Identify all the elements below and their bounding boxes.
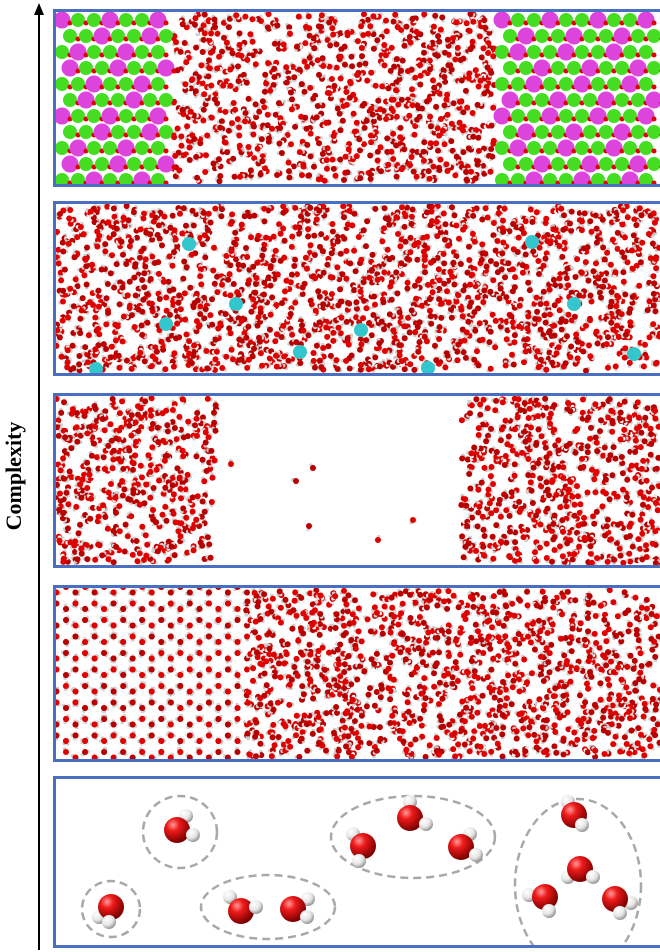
ionic-crystal-water-snapshot bbox=[56, 12, 660, 184]
ion bbox=[89, 362, 103, 373]
water-molecule bbox=[448, 827, 483, 862]
ion bbox=[627, 347, 641, 361]
axis-arrowhead bbox=[34, 3, 44, 15]
ion bbox=[567, 297, 581, 311]
panel-ice-liquid-interface bbox=[53, 585, 660, 762]
cluster-outline-monomer bbox=[80, 879, 142, 939]
water-molecule bbox=[346, 827, 376, 868]
aqueous-ion-solution-snapshot bbox=[56, 204, 660, 373]
panel-aqueous-ion-solution bbox=[53, 201, 660, 376]
cluster-outline-dimer bbox=[141, 794, 219, 870]
water-clusters-diagram bbox=[80, 794, 643, 945]
cluster-outline-trimer bbox=[329, 794, 497, 880]
cluster-outline-tetramer bbox=[513, 797, 643, 945]
liquid-vapor-snapshot bbox=[56, 396, 660, 565]
ice-liquid-snapshot bbox=[56, 588, 660, 759]
ionic-crystal-slab bbox=[56, 12, 177, 184]
water-molecule bbox=[397, 795, 433, 831]
water-molecule bbox=[223, 890, 263, 924]
water-molecule bbox=[164, 809, 200, 843]
water-molecule bbox=[602, 886, 638, 920]
ion bbox=[293, 345, 307, 359]
ion bbox=[354, 323, 368, 337]
ion bbox=[182, 237, 196, 251]
water-molecule bbox=[561, 856, 600, 884]
panel-liquid-vapor-interface bbox=[53, 393, 660, 568]
water-molecule bbox=[522, 884, 558, 918]
panel-water-clusters bbox=[53, 776, 660, 948]
axis-label: Complexity bbox=[1, 422, 26, 531]
ion bbox=[159, 317, 173, 331]
ion bbox=[229, 297, 243, 311]
ion bbox=[421, 361, 435, 373]
cluster-outline-dimer bbox=[199, 873, 337, 941]
ice-lattice bbox=[56, 588, 253, 759]
panel-ionic-crystal-water bbox=[53, 9, 660, 187]
water-molecule bbox=[561, 795, 589, 832]
water-molecule bbox=[280, 892, 315, 924]
water-molecule bbox=[92, 894, 124, 929]
ionic-crystal-slab bbox=[493, 12, 660, 184]
complexity-axis: Complexity bbox=[1, 3, 44, 950]
ion bbox=[525, 235, 539, 249]
